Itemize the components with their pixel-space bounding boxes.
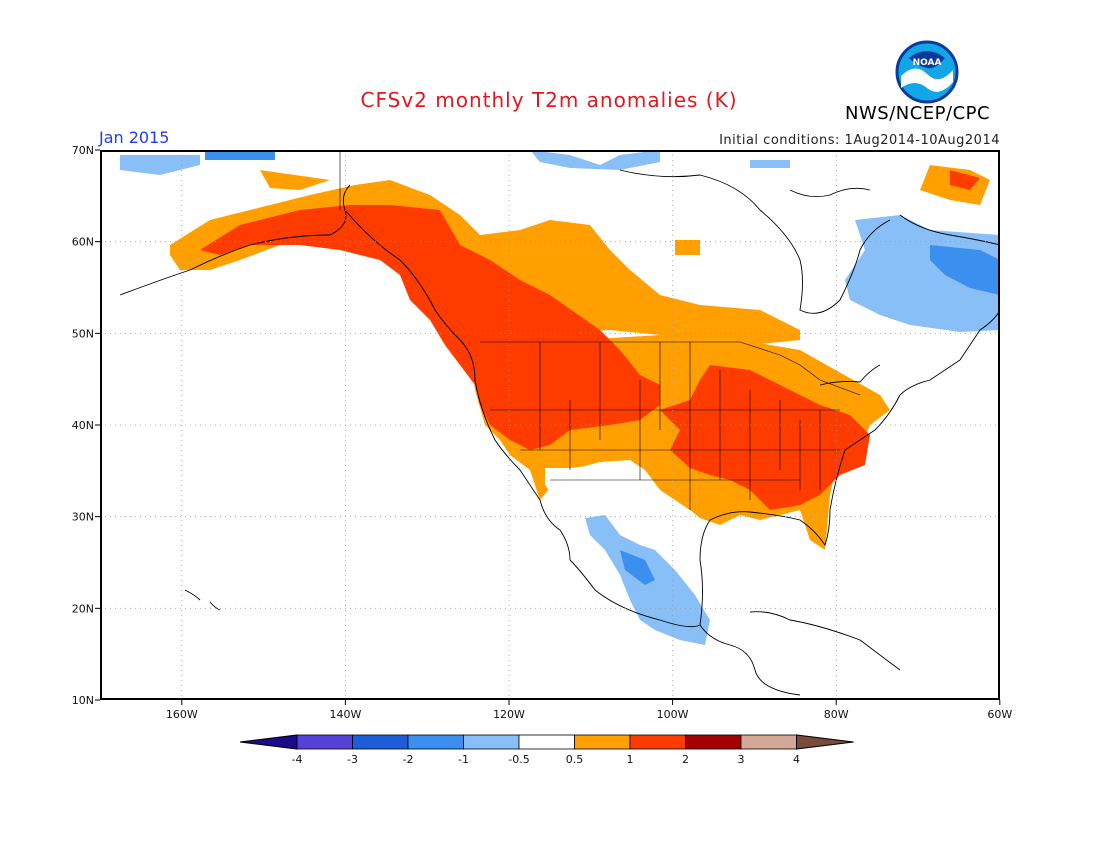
longitude-labels: 160W 140W 120W 100W 80W 60W (166, 700, 1012, 721)
lon-label-160W: 160W (166, 708, 198, 721)
map-title: CFSv2 monthly T2m anomalies (K) (360, 88, 738, 112)
colorbar-label: -0.5 (508, 753, 529, 766)
map-frame (100, 150, 1000, 700)
svg-text:NOAA: NOAA (913, 58, 942, 68)
noaa-logo: NOAA (895, 40, 959, 104)
colorbar-box (296, 734, 353, 750)
lat-label-40N: 40N (72, 419, 94, 432)
lon-label-80W: 80W (824, 708, 849, 721)
strong-warm-east (660, 365, 870, 510)
lon-label-100W: 100W (657, 708, 689, 721)
lat-label-10N: 10N (72, 694, 94, 707)
lat-label-30N: 30N (72, 511, 94, 524)
coastlines (119, 169, 1000, 696)
colorbar-label: 3 (738, 753, 745, 766)
latitude-labels: 70N 60N 50N 40N 30N 20N 10N (72, 144, 100, 707)
lon-label-140W: 140W (329, 708, 361, 721)
colorbar-label: -2 (403, 753, 414, 766)
initial-conditions: Initial conditions: 1Aug2014-10Aug2014 (719, 133, 1000, 148)
colorbar-box (574, 734, 631, 750)
colorbar-label: -1 (458, 753, 469, 766)
colorbar-label: 2 (682, 753, 689, 766)
anomaly-map (100, 150, 1000, 700)
lat-label-20N: 20N (72, 602, 94, 615)
colorbar-box (740, 734, 797, 750)
anomaly-shading (120, 150, 1000, 645)
lon-label-120W: 120W (493, 708, 525, 721)
colorbar-box (352, 734, 409, 750)
colorbar-label: 1 (627, 753, 634, 766)
strong-warm-west (200, 205, 660, 450)
colorbar-label: -3 (347, 753, 358, 766)
lat-label-50N: 50N (72, 327, 94, 340)
colorbar-label: 0.5 (566, 753, 584, 766)
graticule (100, 150, 1000, 700)
colorbar-min-arrow (239, 734, 298, 750)
colorbar-box (685, 734, 742, 750)
lat-label-70N: 70N (72, 144, 94, 157)
agency-label: NWS/NCEP/CPC (845, 103, 991, 124)
colorbar: -4 -3 -2 -1 -0.5 0.5 1 2 3 4 (239, 734, 854, 766)
cool-region-northeast (845, 215, 1000, 332)
lon-label-60W: 60W (987, 708, 1012, 721)
colorbar-box (463, 734, 520, 750)
lat-label-60N: 60N (72, 236, 94, 249)
colorbar-box (518, 734, 575, 750)
colorbar-box (629, 734, 686, 750)
colorbar-box (407, 734, 464, 750)
colorbar-label: -4 (292, 753, 303, 766)
forecast-month: Jan 2015 (99, 128, 170, 147)
colorbar-max-arrow (796, 734, 854, 750)
colorbar-label: 4 (793, 753, 800, 766)
